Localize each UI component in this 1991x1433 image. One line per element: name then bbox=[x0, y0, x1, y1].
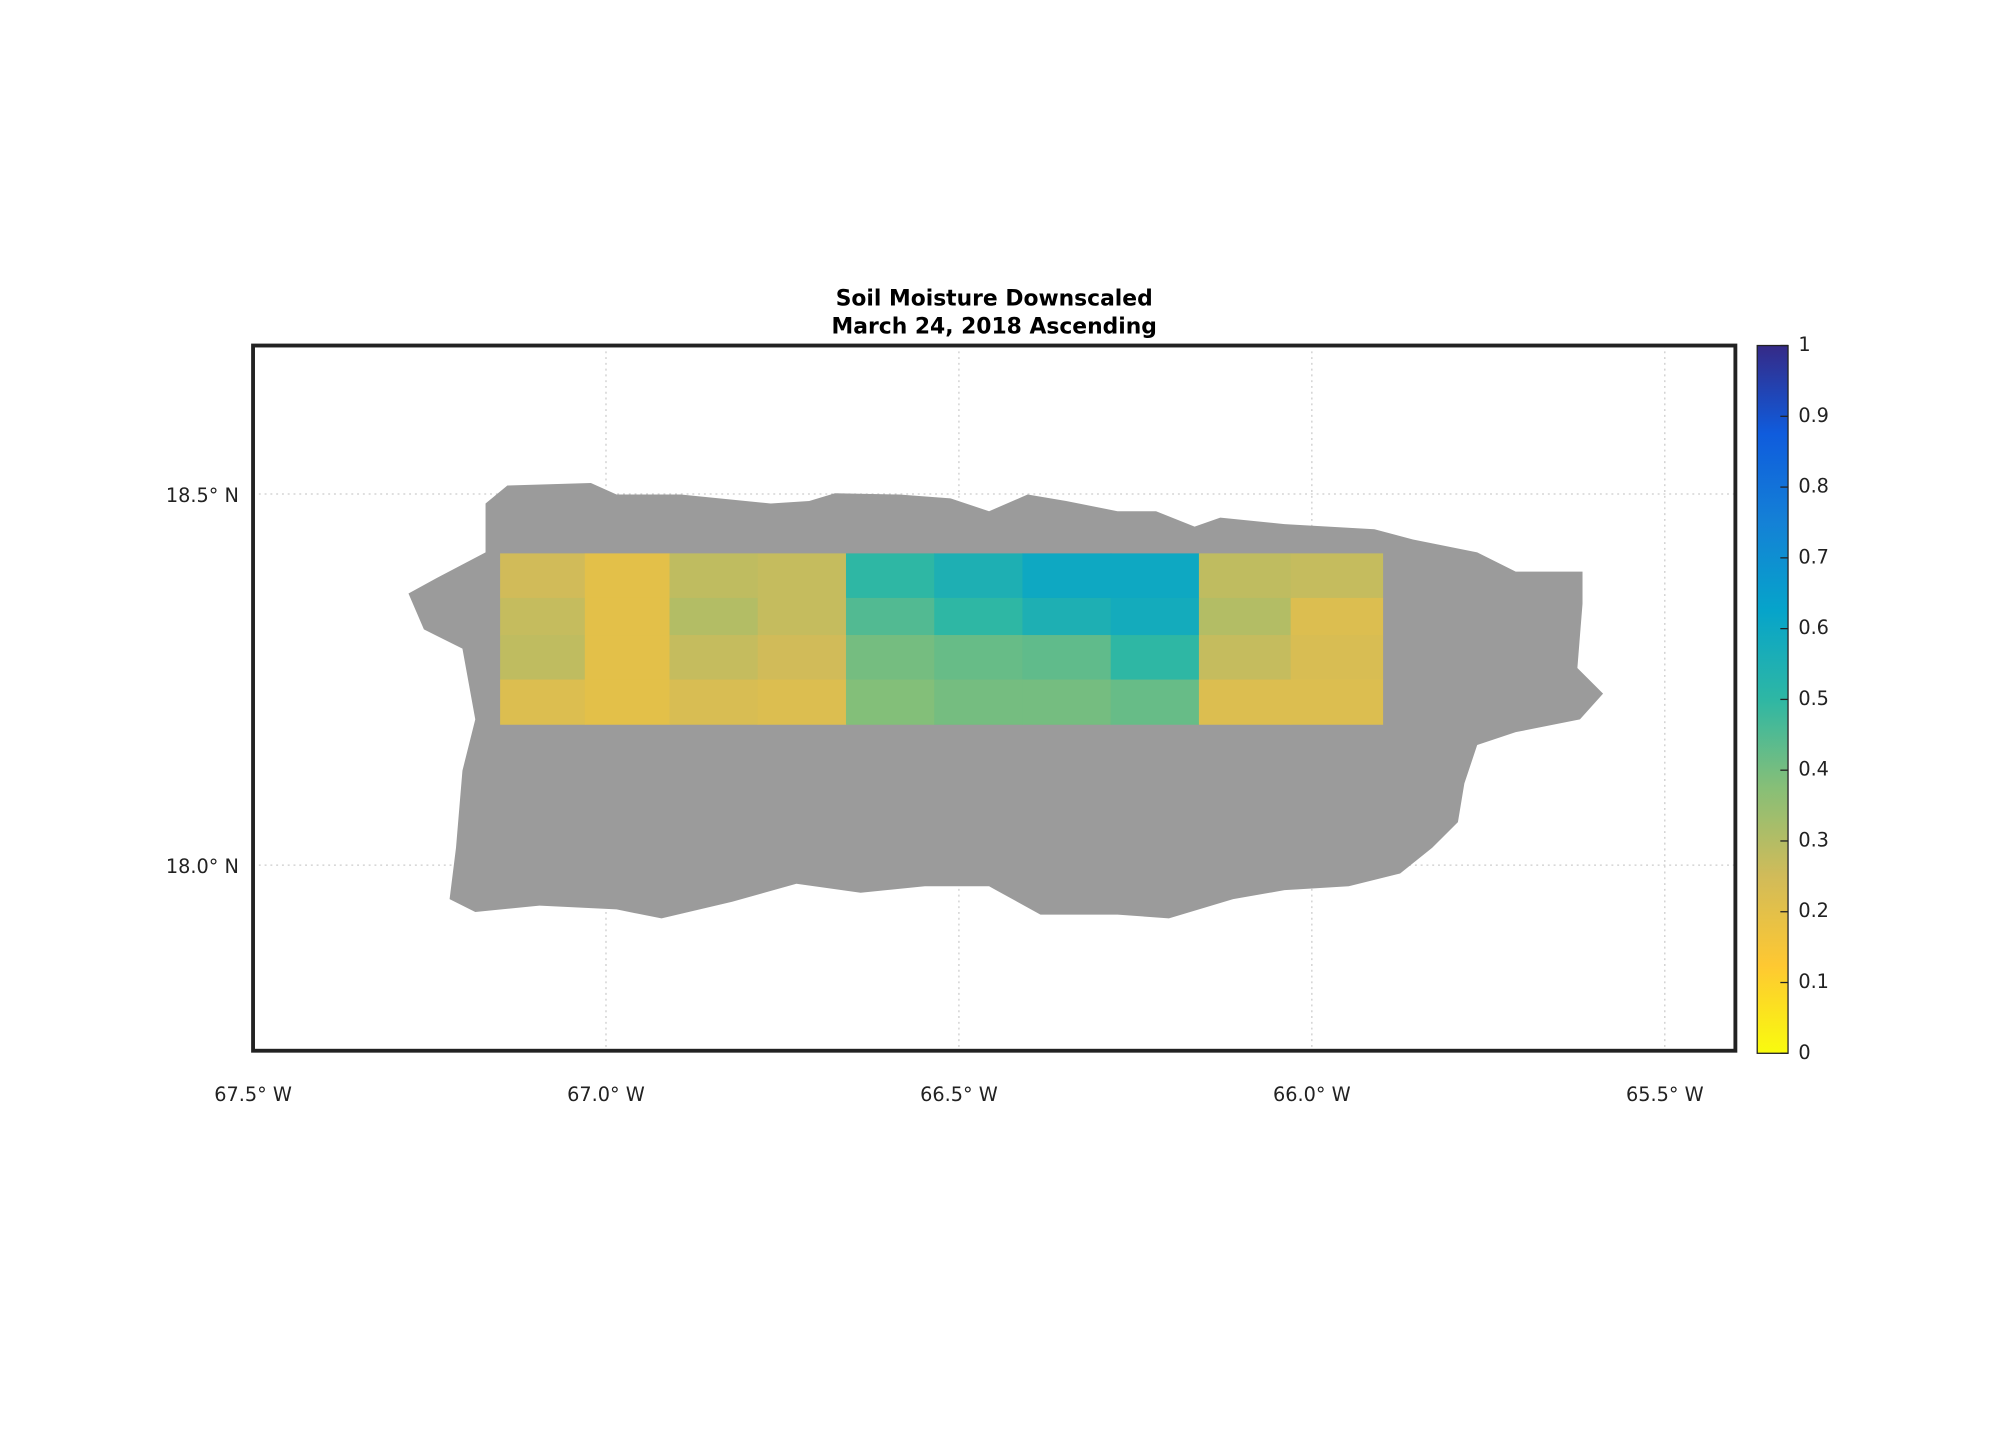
moisture-cell bbox=[500, 597, 586, 636]
moisture-cell bbox=[1198, 597, 1292, 636]
moisture-cell bbox=[669, 597, 759, 636]
x-tick-label: 66.5° W bbox=[920, 1083, 998, 1106]
moisture-cell bbox=[1110, 679, 1200, 725]
colorbar-tick-label: 0.9 bbox=[1798, 404, 1829, 427]
colorbar-tick-label: 0.4 bbox=[1798, 758, 1829, 781]
colorbar-tick-label: 0.6 bbox=[1798, 616, 1829, 639]
x-tick-label: 65.5° W bbox=[1626, 1083, 1704, 1106]
moisture-cell bbox=[757, 597, 847, 636]
moisture-cell bbox=[934, 597, 1024, 636]
moisture-cell bbox=[1198, 553, 1292, 599]
moisture-cell bbox=[584, 679, 671, 725]
colorbar-tick-label: 0.2 bbox=[1798, 899, 1829, 922]
moisture-cell bbox=[1110, 635, 1200, 681]
moisture-cell bbox=[757, 679, 847, 725]
moisture-cell bbox=[1110, 597, 1200, 636]
colorbar-tick-label: 0.1 bbox=[1798, 970, 1829, 993]
colorbar-tick-label: 1 bbox=[1798, 333, 1810, 356]
moisture-cell bbox=[1110, 553, 1200, 599]
colorbar-tick-label: 0 bbox=[1798, 1041, 1810, 1064]
moisture-cell bbox=[500, 553, 586, 599]
colorbar-tick-label: 0.3 bbox=[1798, 828, 1829, 851]
moisture-cell bbox=[669, 635, 759, 681]
moisture-cell bbox=[845, 553, 935, 599]
colorbar-tick-label: 0.8 bbox=[1798, 475, 1829, 498]
moisture-cell bbox=[584, 635, 671, 681]
moisture-cell bbox=[500, 679, 586, 725]
colorbar-tick-label: 0.7 bbox=[1798, 545, 1829, 568]
moisture-cell bbox=[669, 679, 759, 725]
moisture-cell bbox=[1198, 679, 1292, 725]
colorbar-tick-label: 0.5 bbox=[1798, 687, 1829, 710]
x-tick-label: 67.0° W bbox=[567, 1083, 645, 1106]
soil-moisture-cells bbox=[500, 553, 1384, 725]
moisture-cell bbox=[934, 553, 1024, 599]
moisture-cell bbox=[500, 635, 586, 681]
moisture-cell bbox=[757, 553, 847, 599]
moisture-cell bbox=[757, 635, 847, 681]
moisture-cell bbox=[1022, 679, 1112, 725]
y-tick-label: 18.5° N bbox=[166, 484, 239, 507]
x-tick-label: 66.0° W bbox=[1273, 1083, 1351, 1106]
moisture-cell bbox=[1022, 635, 1112, 681]
axes-frame bbox=[251, 343, 1738, 1053]
moisture-cell bbox=[845, 597, 935, 636]
moisture-cell bbox=[1022, 597, 1112, 636]
moisture-cell bbox=[1290, 635, 1384, 681]
moisture-cell bbox=[845, 635, 935, 681]
chart-subtitle: March 24, 2018 Ascending bbox=[832, 315, 1157, 340]
chart-title: Soil Moisture Downscaled bbox=[836, 286, 1153, 311]
moisture-cell bbox=[1290, 597, 1384, 636]
moisture-cell bbox=[845, 679, 935, 725]
moisture-cell bbox=[934, 635, 1024, 681]
moisture-cell bbox=[669, 553, 759, 599]
y-tick-label: 18.0° N bbox=[166, 855, 239, 878]
moisture-cell bbox=[1290, 679, 1384, 725]
moisture-cell bbox=[584, 597, 671, 636]
moisture-cell bbox=[934, 679, 1024, 725]
moisture-cell bbox=[1290, 553, 1384, 599]
moisture-cell bbox=[1022, 553, 1112, 599]
moisture-cell bbox=[584, 553, 671, 599]
moisture-cell bbox=[1198, 635, 1292, 681]
x-tick-label: 67.5° W bbox=[214, 1083, 292, 1106]
